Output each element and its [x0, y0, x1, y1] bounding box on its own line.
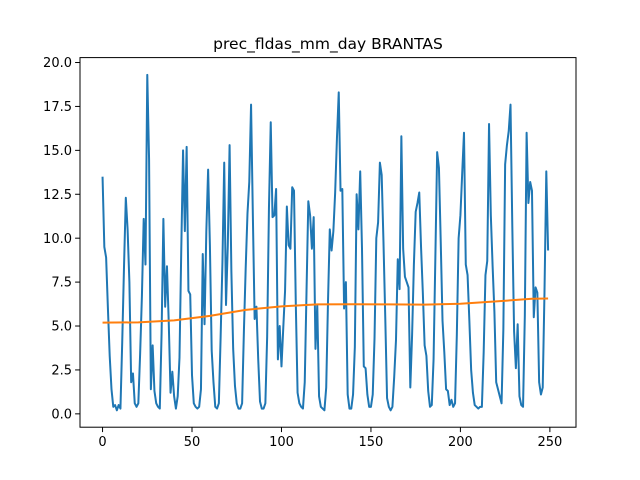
x-tick-label: 50: [184, 435, 201, 450]
x-tick-label: 250: [537, 435, 562, 450]
x-axis: 0 50 100 150 200 250: [98, 427, 562, 450]
x-tick-label: 150: [359, 435, 384, 450]
chart-title: prec_fldas_mm_day BRANTAS: [213, 35, 443, 54]
y-tick-label: 5.0: [51, 320, 72, 335]
y-tick-label: 2.5: [51, 364, 72, 379]
series-line-2: [102, 297, 549, 324]
series-layer: [101, 73, 550, 412]
y-tick-label: 12.5: [43, 188, 72, 203]
x-tick-label: 0: [98, 435, 106, 450]
plot-area-frame: [79, 57, 577, 428]
y-axis: 0.0 2.5 5.0 7.5 10.0 12.5 15.0 17.5 20.0: [43, 56, 80, 422]
y-tick-label: 17.5: [43, 100, 72, 115]
x-tick-label: 100: [269, 435, 294, 450]
series-line-1: [101, 73, 550, 412]
y-tick-label: 10.0: [43, 232, 72, 247]
y-tick-label: 0.0: [51, 407, 72, 422]
y-tick-label: 7.5: [51, 276, 72, 291]
y-tick-label: 20.0: [43, 56, 72, 71]
y-tick-label: 15.0: [43, 144, 72, 159]
x-tick-label: 200: [448, 435, 473, 450]
